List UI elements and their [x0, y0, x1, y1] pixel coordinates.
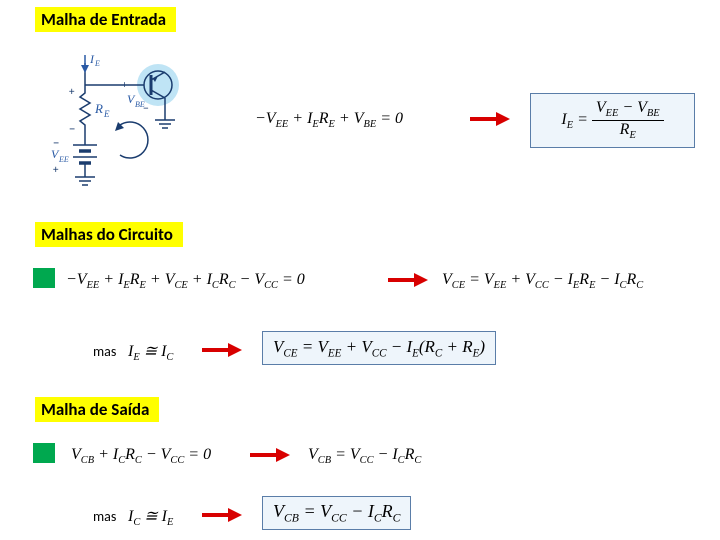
green-marker-2: [33, 268, 55, 288]
heading-circuito: Malhas do Circuito: [35, 222, 183, 247]
heading-saida: Malha de Saída: [35, 397, 159, 422]
eq3-boxed: VCB = VCC − ICRC: [262, 496, 411, 530]
svg-text:+: +: [69, 85, 75, 98]
mas-label-2: mas: [93, 508, 116, 525]
eq2-result: VCE = VEE + VCC − IERE − ICRC: [442, 271, 643, 291]
eq2-approx: IE ≅ IC: [128, 341, 173, 363]
svg-text:R: R: [94, 101, 103, 116]
svg-text:−: −: [69, 122, 75, 137]
svg-text:+: +: [122, 78, 127, 91]
arrow-eq2-mas: [202, 343, 242, 357]
eq3-result: VCB = VCC − ICRC: [308, 446, 421, 466]
svg-text:−: −: [143, 102, 149, 116]
heading-entrada: Malha de Entrada: [35, 7, 176, 32]
eq2-boxed: VCE = VEE + VCC − IE(RC + RE): [262, 331, 496, 365]
circuit-diagram: I E R E + − − V EE + + V BE −: [45, 55, 200, 190]
svg-text:E: E: [94, 59, 100, 68]
mas-label-1: mas: [93, 343, 116, 360]
eq1-kvl: −VEE + IERE + VBE = 0: [255, 110, 403, 130]
arrow-eq1: [470, 112, 510, 126]
arrow-eq2: [388, 273, 428, 287]
eq1-result-box: IE = VEE − VBE RE: [530, 93, 695, 148]
arrow-eq3: [250, 448, 290, 462]
eq2-kvl: −VEE + IERE + VCE + ICRC − VCC = 0: [66, 271, 305, 291]
svg-text:EE: EE: [58, 155, 69, 164]
svg-text:E: E: [103, 109, 110, 119]
svg-text:+: +: [53, 163, 59, 176]
eq3-kvl: VCB + ICRC − VCC = 0: [71, 446, 211, 466]
arrow-eq3-mas: [202, 508, 242, 522]
green-marker-3: [33, 443, 55, 463]
eq3-approx: IC ≅ IE: [128, 506, 173, 528]
